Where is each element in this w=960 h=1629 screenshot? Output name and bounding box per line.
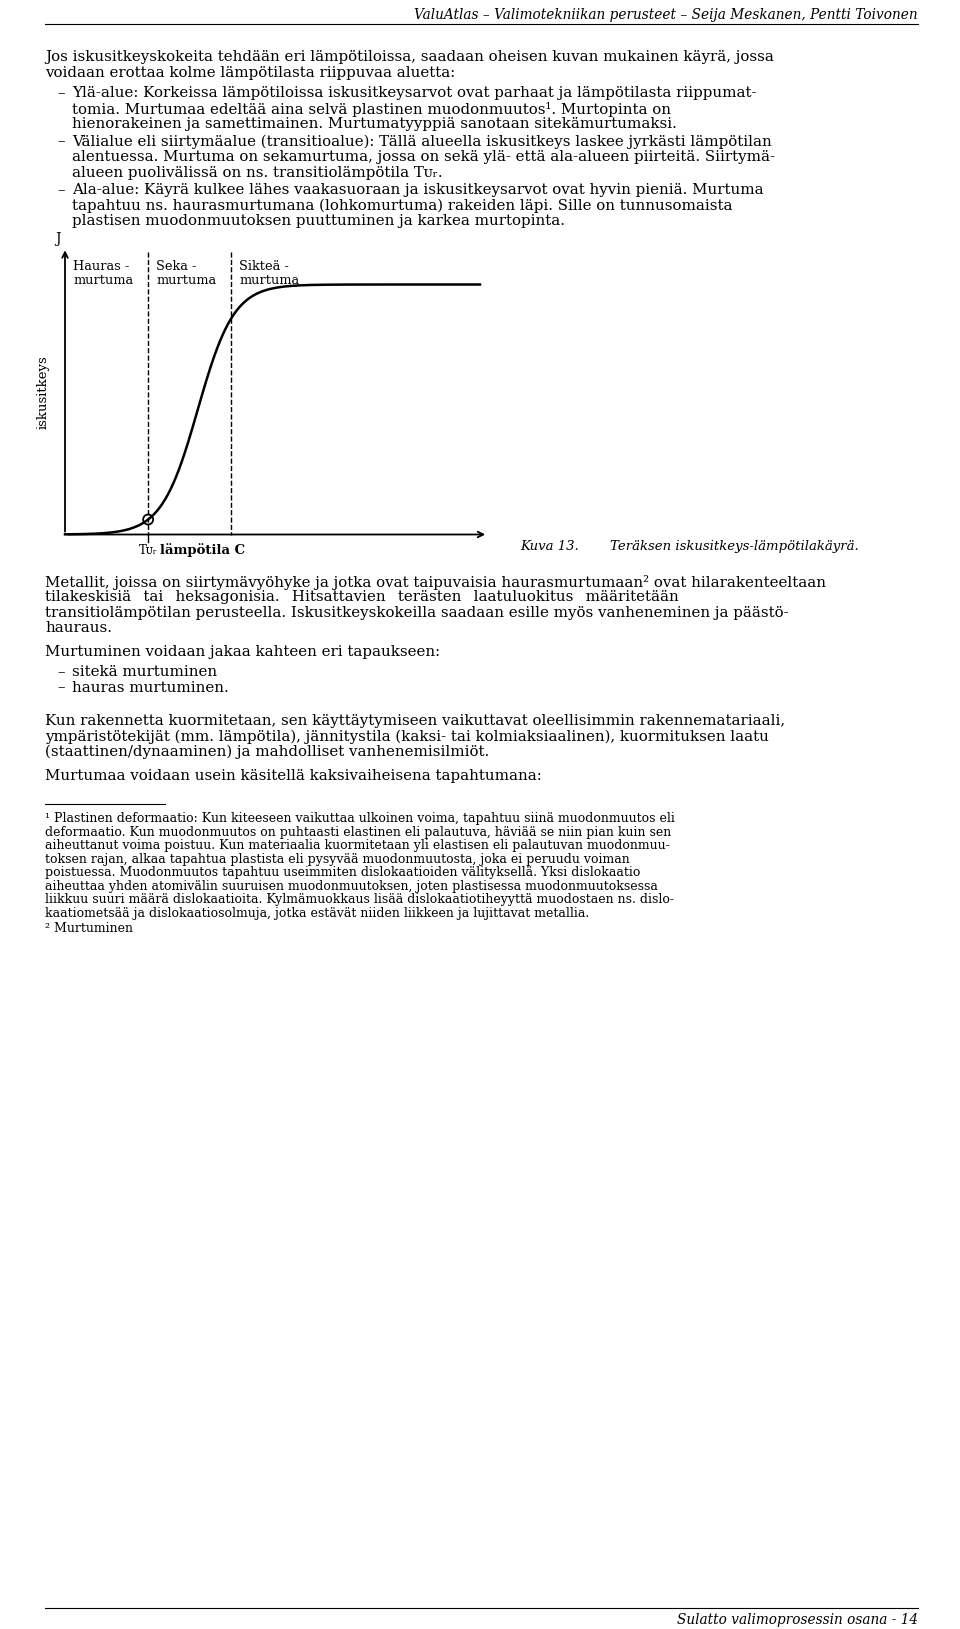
Text: kaatiometsää ja dislokaatiosolmuja, jotka estävät niiden liikkeen ja lujittavat : kaatiometsää ja dislokaatiosolmuja, jotk… (45, 906, 589, 919)
Text: tomia. Murtumaa edeltää aina selvä plastinen muodonmuutos¹. Murtopinta on: tomia. Murtumaa edeltää aina selvä plast… (72, 101, 671, 117)
Text: murtuma: murtuma (239, 274, 300, 287)
Text: tapahtuu ns. haurasmurtumana (lohkomurtuma) rakeiden läpi. Sille on tunnusomaist: tapahtuu ns. haurasmurtumana (lohkomurtu… (72, 199, 732, 213)
Text: plastisen muodonmuutoksen puuttuminen ja karkea murtopinta.: plastisen muodonmuutoksen puuttuminen ja… (72, 213, 565, 228)
Text: liikkuu suuri määrä dislokaatioita. Kylmämuokkaus lisää dislokaatiotiheyyttä muo: liikkuu suuri määrä dislokaatioita. Kylm… (45, 893, 674, 906)
Text: Hauras -: Hauras - (73, 259, 130, 272)
Text: deformaatio. Kun muodonmuutos on puhtaasti elastinen eli palautuva, häviää se ni: deformaatio. Kun muodonmuutos on puhtaas… (45, 826, 671, 839)
Text: aiheuttaa yhden atomivälin suuruisen muodonmuutoksen, joten plastisessa muodonmu: aiheuttaa yhden atomivälin suuruisen muo… (45, 880, 658, 893)
Text: lämpötila C: lämpötila C (160, 544, 246, 557)
Text: transitiolämpötilan perusteella. Iskusitkeyskokeilla saadaan esille myös vanhene: transitiolämpötilan perusteella. Iskusit… (45, 606, 788, 619)
Text: –: – (57, 665, 64, 679)
Text: poistuessa. Muodonmuutos tapahtuu useimmiten dislokaatioiden välityksellä. Yksi : poistuessa. Muodonmuutos tapahtuu useimm… (45, 867, 640, 880)
Text: Ala-alue: Käyrä kulkee lähes vaakasuoraan ja iskusitkeysarvot ovat hyvin pieniä.: Ala-alue: Käyrä kulkee lähes vaakasuoraa… (72, 182, 763, 197)
Text: Sikteä -: Sikteä - (239, 259, 289, 272)
Text: Teräksen iskusitkeys-lämpötilakäyrä.: Teräksen iskusitkeys-lämpötilakäyrä. (610, 539, 859, 552)
Text: murtuma: murtuma (73, 274, 133, 287)
Text: hauras murtuminen.: hauras murtuminen. (72, 681, 228, 694)
Text: –: – (57, 681, 64, 694)
Text: Kuva 13.: Kuva 13. (520, 539, 579, 552)
Text: (staattinen/dynaaminen) ja mahdolliset vanhenemisilmiöt.: (staattinen/dynaaminen) ja mahdolliset v… (45, 744, 490, 759)
Text: sitekä murtuminen: sitekä murtuminen (72, 665, 217, 679)
Text: Jos iskusitkeyskokeita tehdään eri lämpötiloissa, saadaan oheisen kuvan mukainen: Jos iskusitkeyskokeita tehdään eri lämpö… (45, 50, 774, 64)
Text: alentuessa. Murtuma on sekamurtuma, jossa on sekä ylä- että ala-alueen piirteitä: alentuessa. Murtuma on sekamurtuma, joss… (72, 150, 775, 165)
Text: Seka -: Seka - (156, 259, 197, 272)
Text: Tᴜᵣ: Tᴜᵣ (138, 544, 157, 557)
Text: Kun rakennetta kuormitetaan, sen käyttäytymiseen vaikuttavat oleellisimmin raken: Kun rakennetta kuormitetaan, sen käyttäy… (45, 714, 785, 728)
Text: –: – (57, 86, 64, 99)
Text: hienorakeinen ja samettimainen. Murtumatyyppiä sanotaan sitekämurtumaksi.: hienorakeinen ja samettimainen. Murtumat… (72, 117, 677, 130)
Text: murtuma: murtuma (156, 274, 216, 287)
Text: –: – (57, 135, 64, 148)
Text: ympäristötekijät (mm. lämpötila), jännitystila (kaksi- tai kolmiaksiaalinen), ku: ympäristötekijät (mm. lämpötila), jännit… (45, 730, 769, 744)
Text: J: J (56, 231, 61, 246)
Text: tilakeskisiä  tai  heksagonisia.  Hitsattavien  terästen  laatuluokitus  määrite: tilakeskisiä tai heksagonisia. Hitsattav… (45, 590, 679, 604)
Text: Metallit, joissa on siirtymävyöhyke ja jotka ovat taipuvaisia haurasmurtumaan² o: Metallit, joissa on siirtymävyöhyke ja j… (45, 575, 826, 590)
Text: alueen puolivälissä on ns. transitiolämpötila Tᴜᵣ.: alueen puolivälissä on ns. transitiolämp… (72, 166, 443, 179)
Text: Välialue eli siirtymäalue (transitioalue): Tällä alueella iskusitkeys laskee jyr: Välialue eli siirtymäalue (transitioalue… (72, 135, 772, 148)
Text: ² Murtuminen: ² Murtuminen (45, 922, 133, 935)
Text: Murtumaa voidaan usein käsitellä kaksivaiheisena tapahtumana:: Murtumaa voidaan usein käsitellä kaksiva… (45, 769, 541, 782)
Text: –: – (57, 182, 64, 197)
Text: Ylä-alue: Korkeissa lämpötiloissa iskusitkeysarvot ovat parhaat ja lämpötilasta : Ylä-alue: Korkeissa lämpötiloissa iskusi… (72, 86, 756, 99)
Text: voidaan erottaa kolme lämpötilasta riippuvaa aluetta:: voidaan erottaa kolme lämpötilasta riipp… (45, 65, 455, 80)
Text: iskusitkeys: iskusitkeys (36, 355, 50, 428)
Text: Sulatto valimoprosessin osana - 14: Sulatto valimoprosessin osana - 14 (677, 1613, 918, 1627)
Text: Murtuminen voidaan jakaa kahteen eri tapaukseen:: Murtuminen voidaan jakaa kahteen eri tap… (45, 645, 440, 658)
Text: hauraus.: hauraus. (45, 621, 112, 635)
Text: ValuAtlas – Valimotekniikan perusteet – Seija Meskanen, Pentti Toivonen: ValuAtlas – Valimotekniikan perusteet – … (415, 8, 918, 23)
Text: aiheuttanut voima poistuu. Kun materiaalia kuormitetaan yli elastisen eli palaut: aiheuttanut voima poistuu. Kun materiaal… (45, 839, 670, 852)
Text: ¹ Plastinen deformaatio: Kun kiteeseen vaikuttaa ulkoinen voima, tapahtuu siinä : ¹ Plastinen deformaatio: Kun kiteeseen v… (45, 811, 675, 824)
Text: toksen rajan, alkaa tapahtua plastista eli pysyvää muodonmuutosta, joka ei peruu: toksen rajan, alkaa tapahtua plastista e… (45, 852, 630, 865)
